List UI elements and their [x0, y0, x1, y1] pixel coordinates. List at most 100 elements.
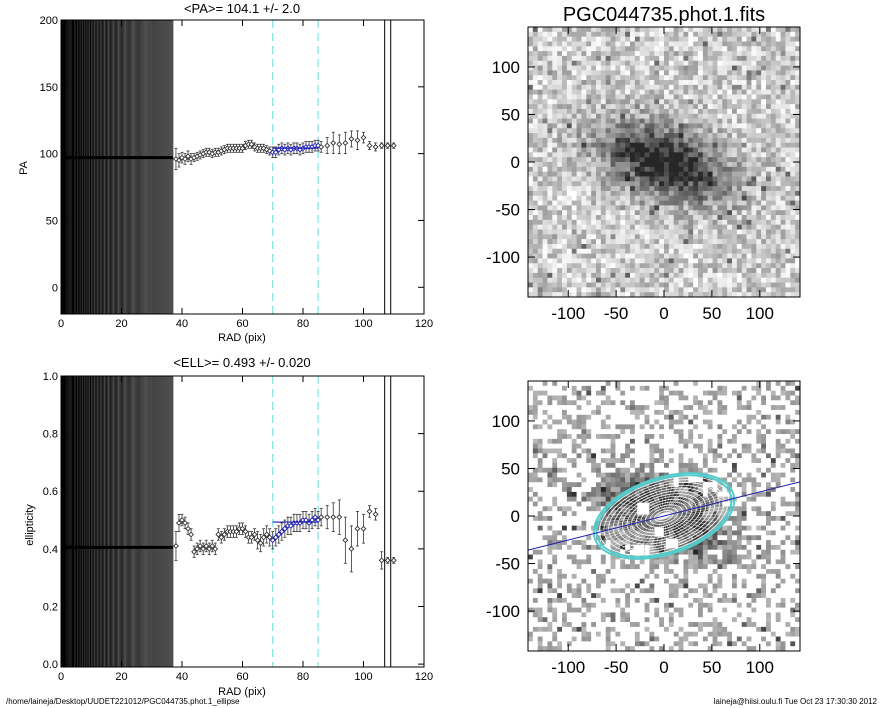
- image-pixel: [795, 46, 801, 52]
- image-pixel: [557, 224, 563, 230]
- ell-y-ticks: 0.00.20.40.60.81.0: [43, 371, 424, 671]
- image-pixel: [727, 385, 733, 392]
- image-pixel: [625, 89, 631, 95]
- image-pixel: [727, 414, 733, 420]
- image-pixel: [586, 405, 592, 411]
- image-pixel: [562, 65, 568, 71]
- image-pixel: [698, 190, 704, 197]
- image-pixel: [644, 419, 650, 425]
- image-pixel: [557, 195, 563, 201]
- image-pixel: [741, 292, 747, 298]
- image-pixel: [698, 60, 704, 66]
- image-pixel: [639, 195, 645, 201]
- image-pixel: [688, 41, 694, 47]
- image-pixel: [673, 424, 679, 430]
- image-pixel: [673, 395, 679, 401]
- image-pixel: [741, 51, 747, 57]
- image-pixel: [532, 219, 539, 226]
- image-pixel: [707, 152, 713, 158]
- image-pixel: [722, 400, 728, 406]
- image-pixel: [766, 287, 772, 293]
- image-pixel: [673, 147, 679, 153]
- image-pixel: [634, 277, 641, 283]
- image-pixel: [566, 94, 573, 100]
- image-pixel: [780, 243, 786, 250]
- image-pixel: [654, 104, 660, 110]
- image-pixel: [615, 443, 621, 449]
- image-pixel: [717, 108, 723, 115]
- image-pixel: [756, 234, 762, 240]
- image-pixel: [610, 133, 616, 139]
- image-pixel: [775, 195, 781, 201]
- image-pixel: [659, 400, 665, 406]
- image-pixel: [717, 414, 723, 420]
- image-pixel: [542, 36, 548, 42]
- image-pixel: [532, 205, 539, 211]
- image-pixel: [586, 137, 592, 144]
- image-pixel: [610, 205, 616, 211]
- image-pixel: [727, 390, 733, 396]
- image-pixel: [678, 113, 684, 120]
- image-pixel: [761, 248, 767, 255]
- image-pixel: [775, 152, 781, 158]
- image-pixel: [547, 75, 553, 81]
- image-pixel: [586, 381, 592, 387]
- image-pixel: [746, 176, 752, 182]
- image-pixel: [659, 104, 665, 110]
- image-pixel: [639, 51, 645, 57]
- image-pixel: [620, 46, 626, 52]
- image-pixel: [712, 258, 718, 264]
- image-pixel: [707, 409, 713, 416]
- image-pixel: [566, 190, 573, 197]
- image-pixel: [722, 31, 728, 38]
- image-pixel: [557, 190, 563, 197]
- image-pixel: [596, 27, 602, 33]
- image-pixel: [761, 41, 767, 47]
- image-pixel: [620, 458, 626, 464]
- image-pixel: [668, 123, 675, 129]
- image-pixel: [698, 99, 704, 105]
- image-pixel: [668, 395, 675, 401]
- image-pixel: [547, 176, 553, 182]
- image-pixel: [717, 419, 723, 425]
- image-pixel: [562, 181, 568, 187]
- image-pixel: [576, 200, 582, 206]
- x-tick-label: -100: [551, 304, 585, 323]
- image-pixel: [639, 70, 645, 76]
- image-pixel: [736, 205, 743, 211]
- image-pixel: [600, 458, 607, 464]
- image-pixel: [683, 157, 689, 163]
- image-pixel: [649, 224, 655, 230]
- image-pixel: [756, 243, 762, 250]
- image-pixel: [698, 181, 704, 187]
- image-pixel: [532, 453, 539, 459]
- image-pixel: [717, 390, 723, 396]
- image-pixel: [605, 80, 611, 86]
- image-pixel: [639, 390, 645, 396]
- image-pixel: [571, 224, 577, 230]
- image-pixel: [766, 65, 772, 71]
- image-pixel: [717, 282, 723, 288]
- image-pixel: [605, 123, 611, 129]
- image-pixel: [581, 292, 587, 298]
- image-pixel: [557, 108, 563, 115]
- image-pixel: [542, 46, 548, 52]
- image-pixel: [664, 234, 670, 240]
- image-pixel: [562, 46, 568, 52]
- image-pixel: [795, 395, 801, 401]
- image-pixel: [600, 448, 607, 454]
- image-pixel: [562, 210, 568, 216]
- image-pixel: [571, 390, 577, 396]
- image-pixel: [528, 409, 534, 416]
- image-pixel: [751, 60, 757, 66]
- image-pixel: [581, 84, 587, 91]
- image-pixel: [581, 89, 587, 95]
- image-pixel: [707, 405, 713, 411]
- image-pixel: [649, 108, 655, 115]
- image-pixel: [668, 268, 675, 274]
- image-pixel: [620, 84, 626, 91]
- image-pixel: [722, 142, 728, 148]
- image-pixel: [746, 424, 752, 430]
- image-pixel: [600, 152, 607, 158]
- image-pixel: [722, 429, 728, 435]
